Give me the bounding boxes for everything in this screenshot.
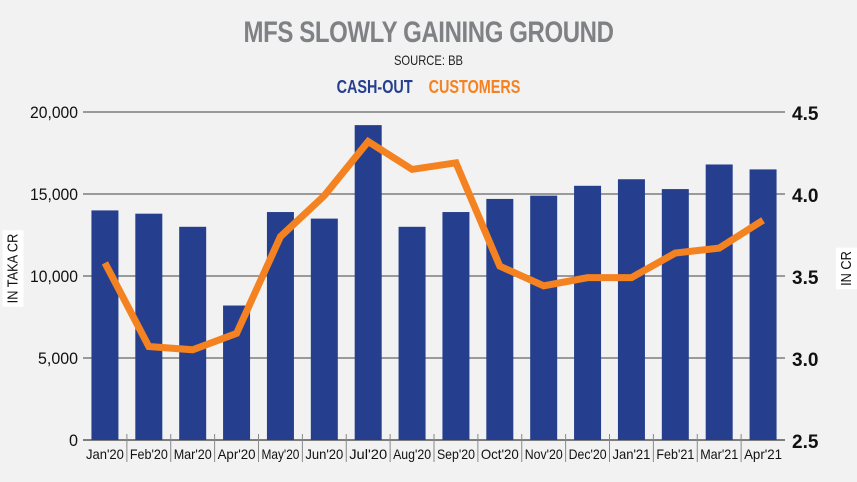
bar-Jan'21 bbox=[617, 179, 645, 441]
bar-Apr'21 bbox=[749, 169, 777, 440]
bar-Mar'21 bbox=[705, 164, 733, 441]
x-tick-label: Apr'21 bbox=[744, 446, 782, 462]
y-axis-label-left: IN TAKA CR bbox=[2, 230, 24, 307]
x-tick-label: Nov'20 bbox=[525, 446, 563, 462]
x-tick-label: Jan'20 bbox=[86, 446, 124, 462]
x-tick-label: Mar'21 bbox=[700, 446, 738, 462]
y-tick-label: 20,000 bbox=[30, 103, 78, 122]
bar-Feb'21 bbox=[661, 189, 689, 440]
y-tick-label-right: 4.0 bbox=[792, 186, 818, 207]
y-tick-label-right: 4.5 bbox=[792, 104, 819, 125]
x-tick-label: Mar'20 bbox=[174, 446, 212, 462]
x-tick-label: Apr'20 bbox=[218, 446, 256, 462]
chart-title: MFS SLOWLY GAINING GROUND bbox=[243, 16, 614, 49]
x-tick-label: Jan'21 bbox=[612, 446, 650, 462]
y-tick-label: 15,000 bbox=[30, 185, 78, 204]
bar-Aug'20 bbox=[398, 226, 426, 440]
y-tick-label: 10,000 bbox=[30, 267, 78, 286]
bar-Mar'20 bbox=[179, 226, 207, 440]
bar-Dec'20 bbox=[574, 185, 602, 440]
x-tick-label: Jun'20 bbox=[305, 446, 343, 462]
x-tick-label: Oct'20 bbox=[481, 446, 519, 462]
y-axis-label-right: IN CR bbox=[835, 247, 857, 290]
bar-May'20 bbox=[266, 212, 294, 440]
x-tick-label: Jul'20 bbox=[349, 446, 387, 462]
legend-cash-out: CASH-OUT bbox=[336, 77, 413, 97]
y-tick-label-right: 3.0 bbox=[792, 350, 818, 371]
chart-source: SOURCE: BB bbox=[393, 52, 464, 68]
y-tick-label: 0 bbox=[69, 431, 78, 450]
y-tick-label-right: 2.5 bbox=[792, 432, 819, 453]
x-tick-label: May'20 bbox=[261, 446, 299, 462]
bar-Jul'20 bbox=[354, 125, 382, 441]
y-tick-label: 5,000 bbox=[38, 349, 78, 368]
bar-Jun'20 bbox=[310, 218, 338, 440]
customers-line bbox=[101, 136, 765, 354]
x-tick-label: Aug'20 bbox=[393, 446, 431, 462]
x-tick-label: Dec'20 bbox=[569, 446, 607, 462]
x-tick-label: Feb'20 bbox=[130, 446, 168, 462]
bar-Sep'20 bbox=[442, 212, 470, 440]
y-tick-label-right: 3.5 bbox=[792, 268, 819, 289]
bar-Jan'20 bbox=[91, 210, 119, 440]
legend: CASH-OUT CUSTOMERS bbox=[86, 77, 772, 98]
x-tick-label: Sep'20 bbox=[437, 446, 475, 462]
bar-Nov'20 bbox=[530, 195, 558, 440]
legend-customers: CUSTOMERS bbox=[428, 77, 521, 97]
x-tick-label: Feb'21 bbox=[656, 446, 694, 462]
